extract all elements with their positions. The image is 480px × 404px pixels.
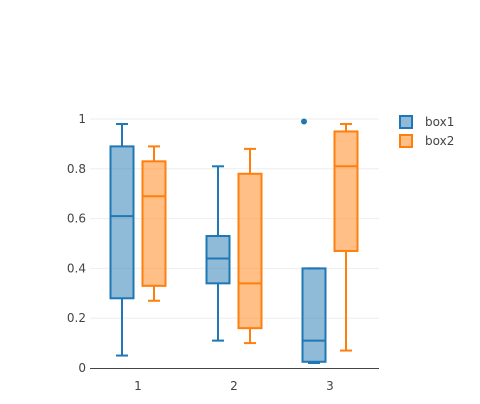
box-body[interactable]	[333, 130, 359, 252]
legend-item-box2[interactable]: box2	[399, 134, 454, 148]
y-tick-label: 0	[78, 361, 86, 375]
legend-item-box1[interactable]: box1	[399, 115, 454, 129]
legend-swatch	[399, 115, 413, 129]
box-body[interactable]	[141, 160, 167, 287]
y-tick-label: 0.8	[67, 162, 86, 176]
legend-swatch	[399, 134, 413, 148]
legend[interactable]: box1 box2	[399, 115, 454, 148]
x-axis-tick-labels: 1 2 3	[134, 379, 334, 393]
y-axis-tick-labels: 0 0.2 0.4 0.6 0.8 1	[67, 112, 86, 375]
series-box1	[109, 118, 327, 365]
legend-label: box2	[425, 134, 454, 148]
y-tick-label: 1	[78, 112, 86, 126]
gridlines	[90, 118, 379, 319]
box-body[interactable]	[237, 172, 263, 330]
x-tick-label: 2	[230, 379, 238, 393]
y-tick-label: 0.4	[67, 261, 86, 275]
box-body[interactable]	[301, 267, 327, 363]
x-tick-label: 3	[326, 379, 334, 393]
outlier-point[interactable]	[301, 118, 307, 125]
y-tick-label: 0.6	[67, 212, 86, 226]
x-tick-label: 1	[134, 379, 142, 393]
box-series	[109, 118, 359, 365]
series-box2	[141, 122, 359, 352]
y-tick-label: 0.2	[67, 311, 86, 325]
box-body[interactable]	[205, 235, 231, 285]
box-body[interactable]	[109, 145, 135, 300]
legend-label: box1	[425, 115, 454, 129]
